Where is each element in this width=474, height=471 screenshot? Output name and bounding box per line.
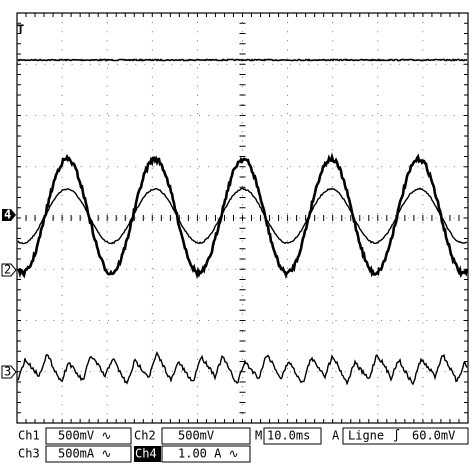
screen-border [16,12,469,424]
time-box [263,427,322,445]
ch4-trace [17,152,469,280]
ch4-scale: 1.00 A ∿ [178,447,239,461]
ch3-marker: 3 [4,365,11,379]
trigger-marker: T [17,23,24,37]
graticule [16,12,469,424]
ch4-marker-shape [2,209,16,221]
ch2-marker: 2 [4,263,11,277]
ch4-marker: 4 [4,208,11,222]
ch4-label-bg [134,446,161,462]
ch1-scale: 500mV ∿ [58,429,111,443]
time-label: M [255,429,262,443]
ch3-trace [17,350,468,386]
ch3-marker-shape [1,365,17,379]
ch4-box [161,445,251,463]
trigger-label: A [332,429,340,443]
ch3-label: Ch3 [18,447,40,461]
ch1-label: Ch1 [18,429,40,443]
ch1-trace [17,58,468,62]
ch3-box [45,445,132,463]
time-scale: 10.0ms [267,429,310,443]
trigger-source: Ligne [348,429,384,443]
ch3-scale: 500mA ∿ [58,447,111,461]
ch2-trace [17,187,468,245]
trigger-box [342,427,469,445]
ch2-marker-shape [1,263,17,277]
ch4-label: Ch4 [135,447,157,461]
ch2-scale: 500mV [178,429,214,443]
ch2-box [161,427,251,445]
ch1-box [45,427,132,445]
trigger-slope: ∫ [393,429,400,443]
trigger-level: 60.0mV [412,429,455,443]
ch2-label: Ch2 [134,429,156,443]
